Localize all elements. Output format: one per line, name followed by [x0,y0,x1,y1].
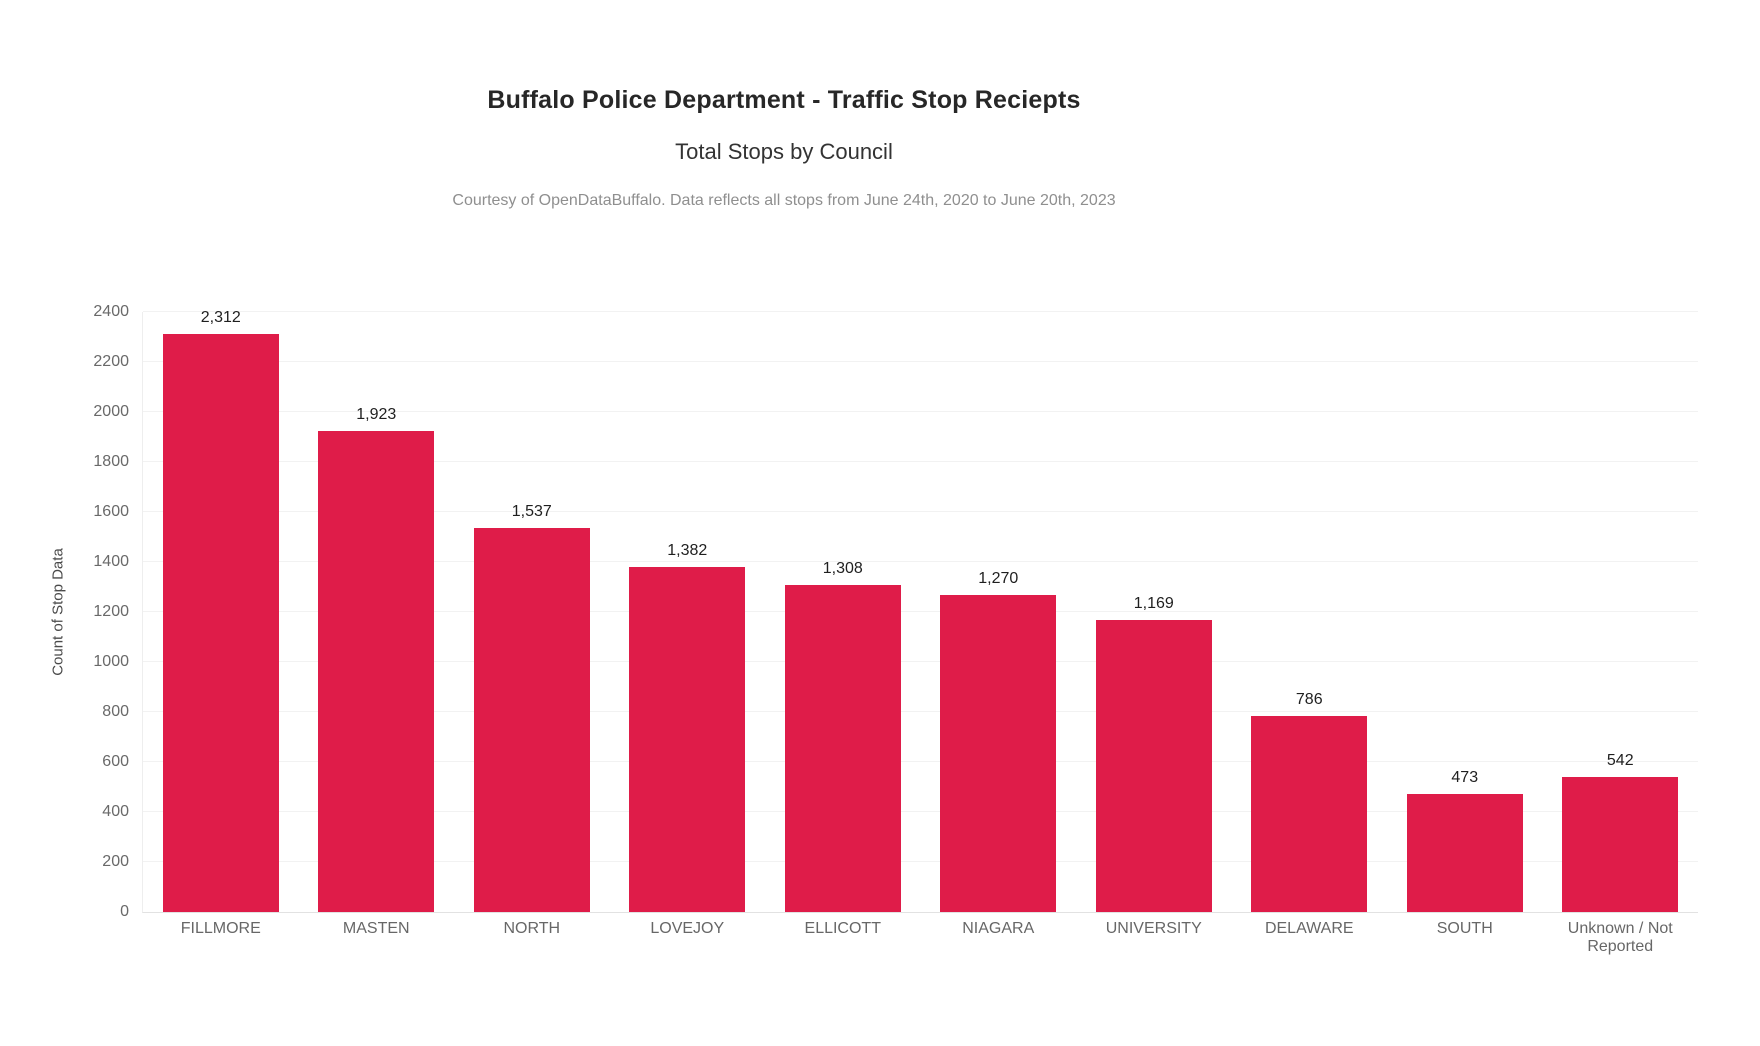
y-tick-label: 1400 [93,553,129,570]
bar-value-label: 2,312 [200,309,241,326]
bar-masten[interactable] [318,431,435,912]
x-tick-label: Unknown / Not Reported [1567,920,1673,955]
x-tick-label: NORTH [503,920,561,937]
y-tick-label: 400 [102,803,129,820]
x-tick-label: LOVEJOY [650,920,725,937]
chart-caption: Courtesy of OpenDataBuffalo. Data reflec… [452,192,1116,209]
y-tick-label: 0 [120,903,129,920]
y-tick-label: 2200 [93,353,129,370]
y-tick-label: 1200 [93,603,129,620]
gridline [143,311,1698,312]
bar-delaware[interactable] [1251,715,1368,912]
bar-value-label: 1,537 [511,502,552,520]
y-tick-label: 1600 [93,503,129,520]
chart-title: Buffalo Police Department - Traffic Stop… [487,86,1081,114]
bar-lovejoy[interactable] [629,566,746,912]
bar-university[interactable] [1095,619,1212,912]
y-tick-label: 200 [102,853,129,870]
chart-subtitle: Total Stops by Council [675,139,893,164]
x-tick-label: UNIVERSITY [1105,920,1202,937]
bar-value-label: 1,270 [978,569,1019,587]
plot-area: 0 200 400 600 800 1000 1200 1400 1600 1800 2000 220… [93,303,1698,955]
bar-ellicott[interactable] [784,585,901,912]
y-tick-label: 600 [102,753,129,770]
bar-fillmore[interactable] [162,334,279,912]
y-tick-label: 2400 [93,303,129,320]
x-tick-label: SOUTH [1436,920,1493,937]
y-tick-label: 1800 [93,453,129,470]
x-tick-label: ELLICOTT [804,920,881,937]
x-tick: ELLICOTT [765,920,921,938]
bar-unknown-not-reported[interactable] [1562,776,1679,912]
x-tick: NIAGARA [921,920,1077,938]
bar-value-label: 473 [1451,768,1479,786]
bar-value-label: 1,308 [822,560,863,577]
bar-value-label: 1,382 [667,541,708,559]
y-tick-label: 2000 [93,403,129,420]
bar-south[interactable] [1406,793,1523,912]
x-tick-label: NIAGARA [962,920,1035,937]
gridline [143,361,1698,362]
bar-value-label: 786 [1295,690,1323,708]
x-tick: DELAWARE [1232,920,1388,938]
y-tick-label: 1000 [93,653,129,670]
bar-north[interactable] [473,527,590,912]
x-tick-label: DELAWARE [1264,920,1354,937]
x-tick: SOUTH [1387,920,1543,938]
x-tick: MASTEN [299,920,455,938]
bar-value-label: 1,923 [356,406,397,424]
bar-value-label: 1,169 [1133,594,1174,612]
x-tick: NORTH [454,920,610,938]
chart-header: Buffalo Police Department - Traffic Stop… [0,0,1568,210]
x-tick: UNIVERSITY [1076,920,1232,938]
y-tick-label: 800 [102,703,129,720]
x-tick: FILLMORE [143,920,299,938]
bar-niagara[interactable] [940,594,1057,912]
x-tick-label: MASTEN [342,920,410,937]
x-tick: Unknown / Not Reported [1543,920,1699,956]
x-tick: LOVEJOY [610,920,766,938]
bar-value-label: 542 [1606,751,1634,769]
x-tick-label: FILLMORE [180,920,261,937]
